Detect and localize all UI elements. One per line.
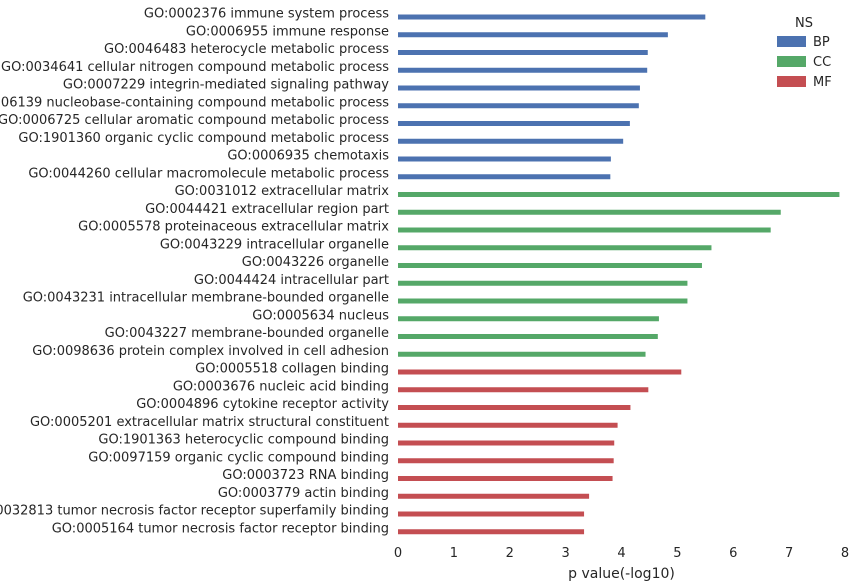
x-tick-label: 3 — [561, 546, 569, 561]
category-label: GO:0004896 cytokine receptor activity — [136, 397, 389, 412]
bar — [398, 476, 613, 481]
bar — [398, 32, 668, 38]
bar — [398, 511, 585, 517]
category-label: GO:0003676 nucleic acid binding — [173, 379, 389, 394]
x-tick-label: 4 — [617, 546, 625, 561]
category-label: GO:1901360 organic cyclic compound metab… — [18, 131, 389, 146]
category-label: GO:0032813 tumor necrosis factor recepto… — [0, 504, 389, 519]
category-label: GO:0005164 tumor necrosis factor recepto… — [52, 521, 389, 536]
category-label: GO:0006955 immune response — [186, 24, 389, 39]
bar — [398, 209, 781, 215]
x-tick-label: 7 — [785, 546, 793, 561]
x-tick-label: 2 — [506, 546, 514, 561]
x-tick-label: 6 — [729, 546, 737, 561]
category-label: GO:0046483 heterocycle metabolic process — [104, 42, 389, 57]
category-label: GO:0044260 cellular macromolecule metabo… — [28, 166, 389, 181]
category-label: GO:0002376 immune system process — [144, 7, 389, 22]
bar — [398, 67, 648, 73]
legend-swatch — [777, 56, 806, 67]
category-label: GO:0043227 membrane-bounded organelle — [105, 326, 389, 341]
legend-swatch — [777, 36, 806, 47]
category-label: GO:0005634 nucleus — [252, 308, 389, 323]
category-label: GO:0043229 intracellular organelle — [160, 237, 389, 252]
category-label: GO:0005518 collagen binding — [195, 362, 389, 377]
x-tick-label: 1 — [450, 546, 458, 561]
bar — [398, 422, 618, 428]
category-label: GO:1901363 heterocyclic compound binding — [98, 433, 389, 448]
x-axis-title: p value(-log10) — [568, 566, 675, 582]
bar — [398, 174, 611, 180]
category-label: GO:0005578 proteinaceous extracellular m… — [78, 220, 389, 235]
bar — [398, 192, 840, 197]
bar — [398, 316, 659, 322]
bar — [398, 387, 649, 393]
category-label: GO:0044424 intracellular part — [194, 273, 389, 288]
x-tick-label: 8 — [841, 546, 849, 561]
bar — [398, 493, 590, 499]
category-label: GO:0044421 extracellular region part — [145, 202, 389, 217]
category-label: GO:0043226 organelle — [242, 255, 389, 270]
bar — [398, 298, 688, 304]
bar — [398, 14, 706, 20]
category-label: GO:0003723 RNA binding — [222, 468, 389, 483]
bar — [398, 529, 585, 535]
legend-title: NS — [795, 16, 813, 31]
category-label: GO:0031012 extracellular matrix — [175, 184, 390, 199]
category-label: GO:0005201 extracellular matrix structur… — [30, 415, 389, 430]
legend-swatch — [777, 76, 806, 87]
bar — [398, 280, 688, 286]
category-label: GO:0034641 cellular nitrogen compound me… — [1, 60, 389, 75]
category-labels: GO:0002376 immune system process GO:00069… — [0, 7, 389, 537]
bar — [398, 227, 771, 233]
bar — [398, 50, 648, 55]
bar — [398, 103, 639, 109]
bar — [398, 369, 682, 375]
legend-label: BP — [813, 35, 830, 50]
category-label: GO:0007229 integrin-mediated signaling p… — [63, 78, 389, 93]
bar — [398, 121, 630, 126]
bar — [398, 263, 702, 268]
bar — [398, 138, 624, 144]
bar — [398, 156, 611, 162]
category-label: GO:0098636 protein complex involved in c… — [32, 344, 389, 359]
bar — [398, 85, 640, 91]
category-label: GO:0006935 chemotaxis — [227, 149, 389, 164]
bar — [398, 458, 614, 464]
x-tick-label: 0 — [394, 546, 402, 561]
bar — [398, 351, 646, 357]
x-tick-label: 5 — [673, 546, 681, 561]
category-label: GO:0097159 organic cyclic compound bindi… — [88, 450, 389, 465]
bar — [398, 440, 615, 446]
bars-layer — [398, 14, 840, 535]
x-axis-ticks: 0 1 2 3 4 5 6 7 8 — [394, 546, 849, 561]
legend: NS BP CC MF — [777, 16, 832, 90]
category-label: GO:0003779 actin binding — [218, 486, 389, 501]
category-label: GO:0006725 cellular aromatic compound me… — [0, 113, 389, 128]
legend-label: CC — [813, 55, 831, 70]
legend-label: MF — [813, 75, 832, 90]
bar — [398, 245, 712, 251]
category-label: GO:0043231 intracellular membrane-bounde… — [23, 291, 389, 306]
bar — [398, 405, 631, 410]
category-label: GO:0006139 nucleobase-containing compoun… — [0, 95, 389, 110]
bar — [398, 334, 658, 339]
